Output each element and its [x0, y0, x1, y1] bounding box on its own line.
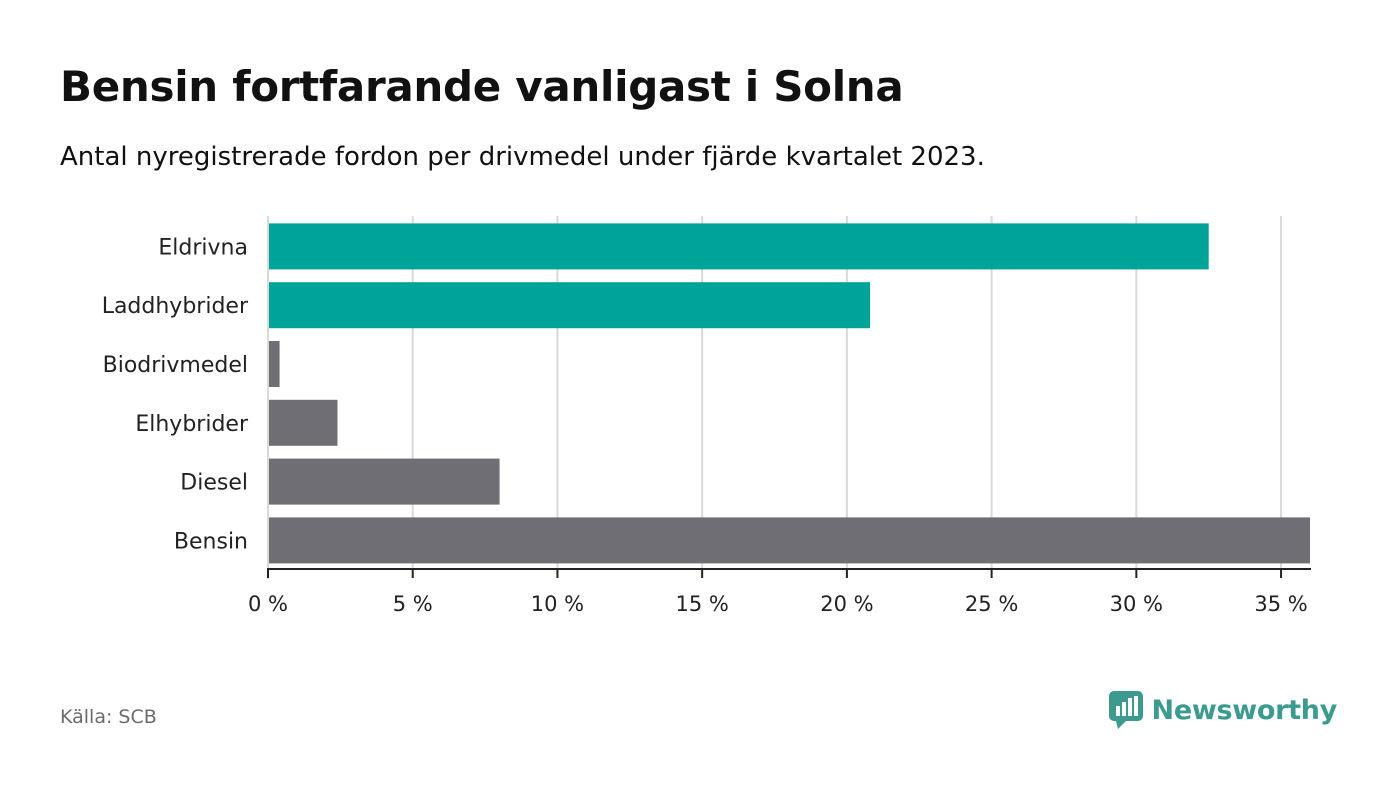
- category-label: Bensin: [174, 529, 248, 554]
- bar: [268, 341, 280, 387]
- bar: [268, 458, 500, 505]
- chart-title: Bensin fortfarande vanligast i Solna: [60, 62, 904, 111]
- x-tick-label: 25 %: [965, 592, 1018, 616]
- x-tick-label: 15 %: [675, 592, 728, 616]
- x-tick-label: 5 %: [393, 592, 433, 616]
- x-tick-label: 10 %: [531, 592, 584, 616]
- bar: [268, 282, 871, 329]
- brand-name: Newsworthy: [1151, 694, 1338, 726]
- newsworthy-logo-icon: [1108, 691, 1143, 729]
- bar: [268, 399, 338, 446]
- bar: [268, 517, 1310, 564]
- newsworthy-brand: Newsworthy: [1108, 690, 1337, 730]
- bar: [268, 223, 1209, 270]
- category-label: Diesel: [180, 471, 248, 496]
- chart-subtitle: Antal nyregistrerade fordon per drivmede…: [60, 142, 985, 172]
- category-label: Elhybrider: [135, 412, 249, 437]
- x-tick-label: 35 %: [1254, 592, 1307, 616]
- x-tick-label: 20 %: [820, 592, 873, 616]
- x-tick-label: 30 %: [1110, 592, 1163, 616]
- category-label: Biodrivmedel: [103, 353, 248, 378]
- category-label: Eldrivna: [158, 235, 248, 260]
- category-label: Laddhybrider: [102, 294, 249, 319]
- source-note: Källa: SCB: [60, 706, 157, 728]
- x-tick-label: 0 %: [248, 592, 288, 616]
